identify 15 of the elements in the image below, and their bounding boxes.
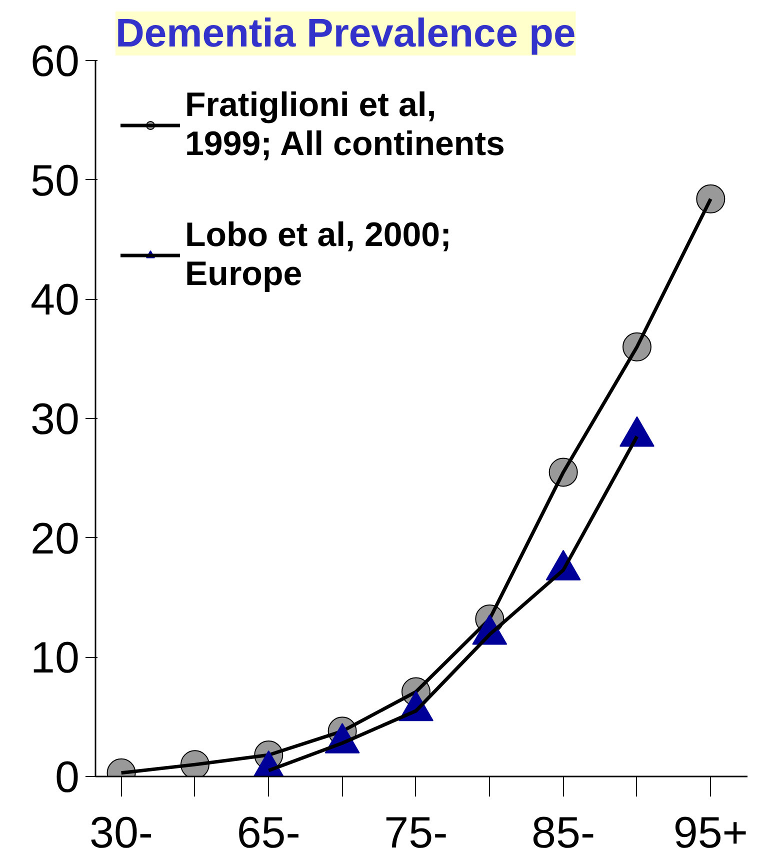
x-tick-label: 85- [532, 808, 596, 858]
y-tick-label: 40 [30, 276, 80, 325]
x-tick-label: 95+ [673, 808, 748, 858]
chart-title: Dementia Prevalence pe [116, 12, 576, 56]
y-tick-label: 0 [55, 753, 80, 802]
y-tick-label: 30 [30, 395, 80, 444]
y-tick-label: 10 [30, 634, 80, 683]
x-tick-label: 75- [384, 808, 448, 858]
x-tick-label: 65- [236, 808, 300, 858]
legend-label: Fratiglioni et al, 1999; All continents [185, 85, 505, 165]
y-tick-label: 20 [30, 514, 80, 564]
x-tick-label: 30- [89, 808, 154, 858]
legend-label: Lobo et al, 2000; Europe [185, 215, 452, 295]
y-tick-label: 60 [30, 37, 80, 86]
y-tick-label: 50 [30, 156, 80, 206]
